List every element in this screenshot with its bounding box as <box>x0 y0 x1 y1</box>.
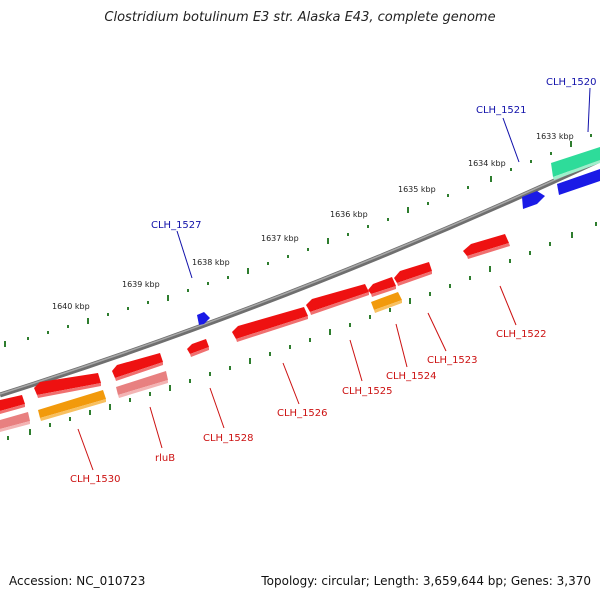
gene-label: CLH_1525 <box>342 386 393 397</box>
gene-label: CLH_1524 <box>386 371 437 382</box>
gene-clh-1527[interactable] <box>197 312 210 325</box>
genome-summary-text: Topology: circular; Length: 3,659,644 bp… <box>261 574 591 588</box>
inner-tick-track <box>7 222 597 440</box>
gene-clh-1530-red[interactable] <box>34 373 101 395</box>
gene-clh-1526[interactable] <box>232 307 308 339</box>
gene-label: CLH_1523 <box>427 355 478 366</box>
gene-left-edge-red[interactable] <box>0 395 25 411</box>
scale-label: 1637 kbp <box>261 234 299 243</box>
forward-genes <box>197 147 600 325</box>
gene-clh-1528[interactable] <box>187 339 209 354</box>
gene-label: CLH_1526 <box>277 408 328 419</box>
gene-clh-1530-orange[interactable] <box>38 390 106 418</box>
gene-clh-1524-orange[interactable] <box>371 292 402 310</box>
gene-clh-1521[interactable] <box>522 191 545 209</box>
gene-label: CLH_1527 <box>151 220 202 231</box>
gene-clh-1522[interactable] <box>463 234 509 256</box>
scale-label: 1636 kbp <box>330 210 368 219</box>
gene-label: CLH_1520 <box>546 77 597 88</box>
gene-label: CLH_1521 <box>476 105 527 116</box>
reverse-genes <box>0 234 510 432</box>
outer-tick-track <box>4 134 592 347</box>
gene-label: CLH_1528 <box>203 433 254 444</box>
gene-clh-1520-blue[interactable] <box>557 169 600 195</box>
gene-clh-1523[interactable] <box>394 262 432 283</box>
gene-label: CLH_1522 <box>496 329 547 340</box>
scale-label: 1639 kbp <box>122 280 160 289</box>
gene-left-edge-pink[interactable] <box>0 412 30 429</box>
scale-label: 1633 kbp <box>536 132 574 141</box>
scale-label: 1635 kbp <box>398 185 436 194</box>
scale-label: 1638 kbp <box>192 258 230 267</box>
gene-label: CLH_1530 <box>70 474 121 485</box>
genome-backbone <box>0 157 600 398</box>
gene-clh-1520-teal[interactable] <box>551 147 600 177</box>
scale-label: 1634 kbp <box>468 159 506 168</box>
accession-text: Accession: NC_010723 <box>9 574 146 588</box>
gene-rlub-red[interactable] <box>112 353 163 378</box>
map-title: Clostridium botulinum E3 str. Alaska E43… <box>104 10 496 25</box>
gene-clh-1525[interactable] <box>306 284 369 312</box>
gene-clh-1524-red[interactable] <box>368 277 396 294</box>
scale-label: 1640 kbp <box>52 302 90 311</box>
gene-rlub-pink[interactable] <box>116 371 168 395</box>
gene-label: rluB <box>155 453 175 464</box>
label-leaders <box>77 87 591 471</box>
